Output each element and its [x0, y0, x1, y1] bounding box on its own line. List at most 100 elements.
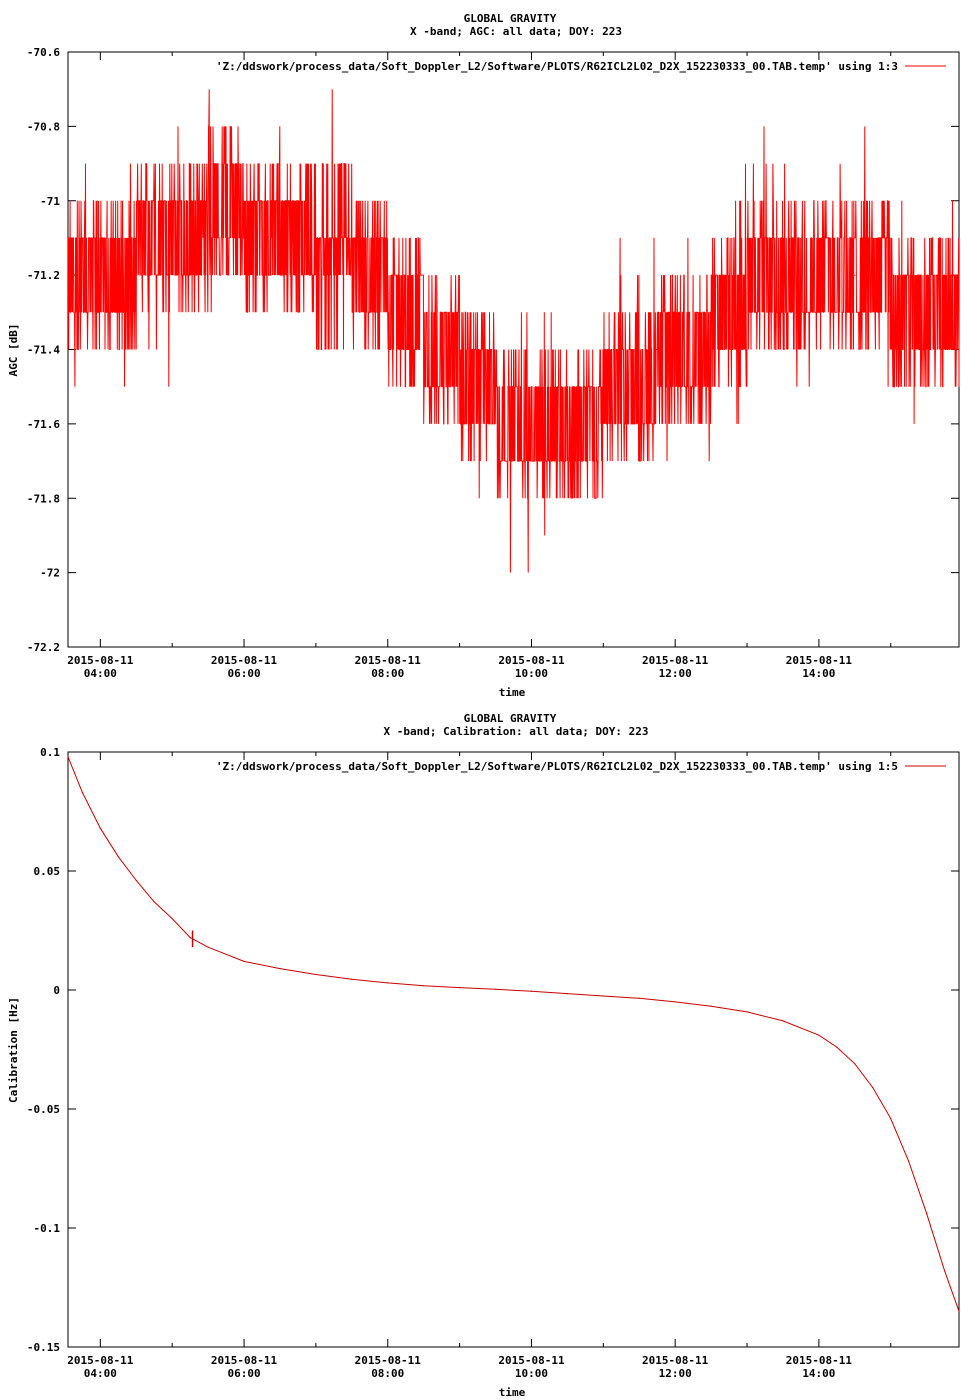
chart2-data-point: [171, 918, 173, 920]
chart2-ylabel: Calibration [Hz]: [7, 997, 20, 1103]
chart1-subtitle: X -band; AGC: all data; DOY: 223: [410, 25, 622, 38]
chart2-data-point: [602, 995, 604, 997]
chart2-data-point: [99, 827, 101, 829]
chart1-ytick-label: -71.2: [27, 269, 60, 282]
chart2-xtick-date: 2015-08-11: [67, 1354, 134, 1367]
chart2-ytick-label: 0: [53, 984, 60, 997]
chart2-xtick-time: 04:00: [84, 1367, 117, 1380]
chart1-xtick-time: 14:00: [802, 667, 835, 680]
chart2-data-point: [854, 1063, 856, 1065]
chart2-ytick-label: -0.1: [34, 1222, 61, 1235]
chart2-data-point: [958, 1310, 960, 1312]
chart2-data-point: [746, 1011, 748, 1013]
chart2-data-point: [782, 1020, 784, 1022]
chart1-data-point: [494, 404, 497, 406]
chart1-data-point: [135, 255, 137, 258]
chart2-xtick-time: 08:00: [371, 1367, 404, 1380]
chart1-data-point: [99, 274, 101, 276]
chart1-ylabel: AGC [dB]: [7, 324, 20, 377]
chart1-data-point: [674, 348, 676, 351]
chart2-data-point: [423, 985, 425, 987]
chart2-xtick-time: 06:00: [227, 1367, 260, 1380]
chart1-xtick-time: 06:00: [227, 667, 260, 680]
chart2-data-point: [890, 1117, 892, 1120]
chart2-xtick-date: 2015-08-11: [642, 1354, 709, 1367]
chart1-legend-label: 'Z:/ddswork/process_data/Soft_Doppler_L2…: [216, 60, 898, 73]
chart2-xtick-date: 2015-08-11: [211, 1354, 278, 1367]
chart1-xtick-time: 10:00: [515, 667, 548, 680]
chart1-ytick-label: -72.2: [27, 641, 60, 654]
chart1-data-point: [566, 423, 569, 425]
chart1-data-point: [602, 404, 604, 406]
chart2-xtick-time: 10:00: [515, 1367, 548, 1380]
agc-chart: GLOBAL GRAVITY X -band; AGC: all data; D…: [7, 12, 960, 699]
chart2-data-point: [638, 997, 640, 999]
chart1-ytick-label: -71.6: [27, 418, 60, 431]
chart1-xtick-date: 2015-08-11: [642, 654, 709, 667]
chart1-xtick-date: 2015-08-11: [786, 654, 853, 667]
chart1-data-point: [387, 293, 389, 295]
chart1-xtick-time: 08:00: [371, 667, 404, 680]
chart2-data-point: [566, 993, 569, 995]
chart1-xtick-date: 2015-08-11: [67, 654, 134, 667]
chart1-title: GLOBAL GRAVITY: [464, 12, 557, 25]
chart2-xlabel: time: [499, 1386, 526, 1399]
calibration-chart: GLOBAL GRAVITY X -band; Calibration: all…: [7, 712, 960, 1399]
chart2-data-point: [243, 960, 245, 963]
chart2-data-point: [908, 1160, 910, 1162]
chart1-data-point: [890, 293, 892, 295]
chart1-data-point: [243, 218, 245, 220]
chart2-data-point: [153, 901, 155, 903]
chart1-xtick-time: 12:00: [659, 667, 692, 680]
chart2-ytick-label: -0.05: [27, 1103, 60, 1116]
chart1-data-point: [351, 255, 353, 258]
chart2-data-point: [530, 990, 533, 992]
chart2-data-point: [494, 988, 497, 990]
chart2-data-point: [67, 756, 69, 758]
chart2-plot-frame: [67, 751, 960, 1348]
chart1-ytick-label: -71.4: [27, 344, 60, 357]
chart2-data-point: [674, 1001, 676, 1003]
chart1-data-point: [638, 386, 640, 388]
chart1-ytick-label: -71.8: [27, 492, 60, 505]
chart1-data-point: [746, 293, 748, 295]
chart2-xtick-time: 14:00: [802, 1367, 835, 1380]
chart1-xlabel: time: [499, 686, 526, 699]
chart2-data-point: [836, 1046, 838, 1048]
chart2-data-point: [351, 978, 353, 980]
chart2-xtick-date: 2015-08-11: [355, 1354, 422, 1367]
chart1-data-point: [854, 274, 856, 276]
chart2-data-point: [207, 946, 209, 948]
chart1-data-point: [67, 293, 69, 295]
chart1-data-point: [423, 330, 425, 332]
chart2-xtick-date: 2015-08-11: [786, 1354, 853, 1367]
chart1-data-point: [530, 423, 533, 425]
chart1-xtick-date: 2015-08-11: [355, 654, 422, 667]
chart1-data-point: [926, 311, 928, 313]
chart1-data-point: [782, 274, 784, 276]
chart2-xtick-time: 12:00: [659, 1367, 692, 1380]
chart1-data-point: [459, 367, 461, 369]
chart1-xtick-date: 2015-08-11: [498, 654, 565, 667]
chart1-data-point: [207, 218, 209, 220]
chart1-data-point: [171, 237, 173, 239]
chart2-data-point: [117, 856, 119, 858]
chart2-xtick-date: 2015-08-11: [498, 1354, 565, 1367]
chart2-ytick-label: 0.05: [34, 865, 61, 878]
chart2-data-point: [189, 937, 191, 939]
chart2-data-point: [387, 982, 389, 984]
chart2-data-point: [81, 791, 83, 794]
chart1-xtick-time: 04:00: [84, 667, 117, 680]
chart2-ytick-label: -0.15: [27, 1341, 60, 1354]
chart1-data-point: [710, 330, 712, 332]
chart2-legend-label: 'Z:/ddswork/process_data/Soft_Doppler_L2…: [216, 760, 898, 773]
chart1-series-line: [67, 89, 960, 573]
chart2-series-line: [67, 756, 960, 1312]
chart2-ytick-label: 0.1: [40, 746, 60, 759]
chart2-data-point: [315, 973, 317, 976]
chart1-data-point: [958, 330, 960, 332]
chart1-data-point: [279, 237, 281, 239]
chart2-data-point: [459, 987, 461, 989]
chart2-title: GLOBAL GRAVITY: [464, 712, 557, 725]
